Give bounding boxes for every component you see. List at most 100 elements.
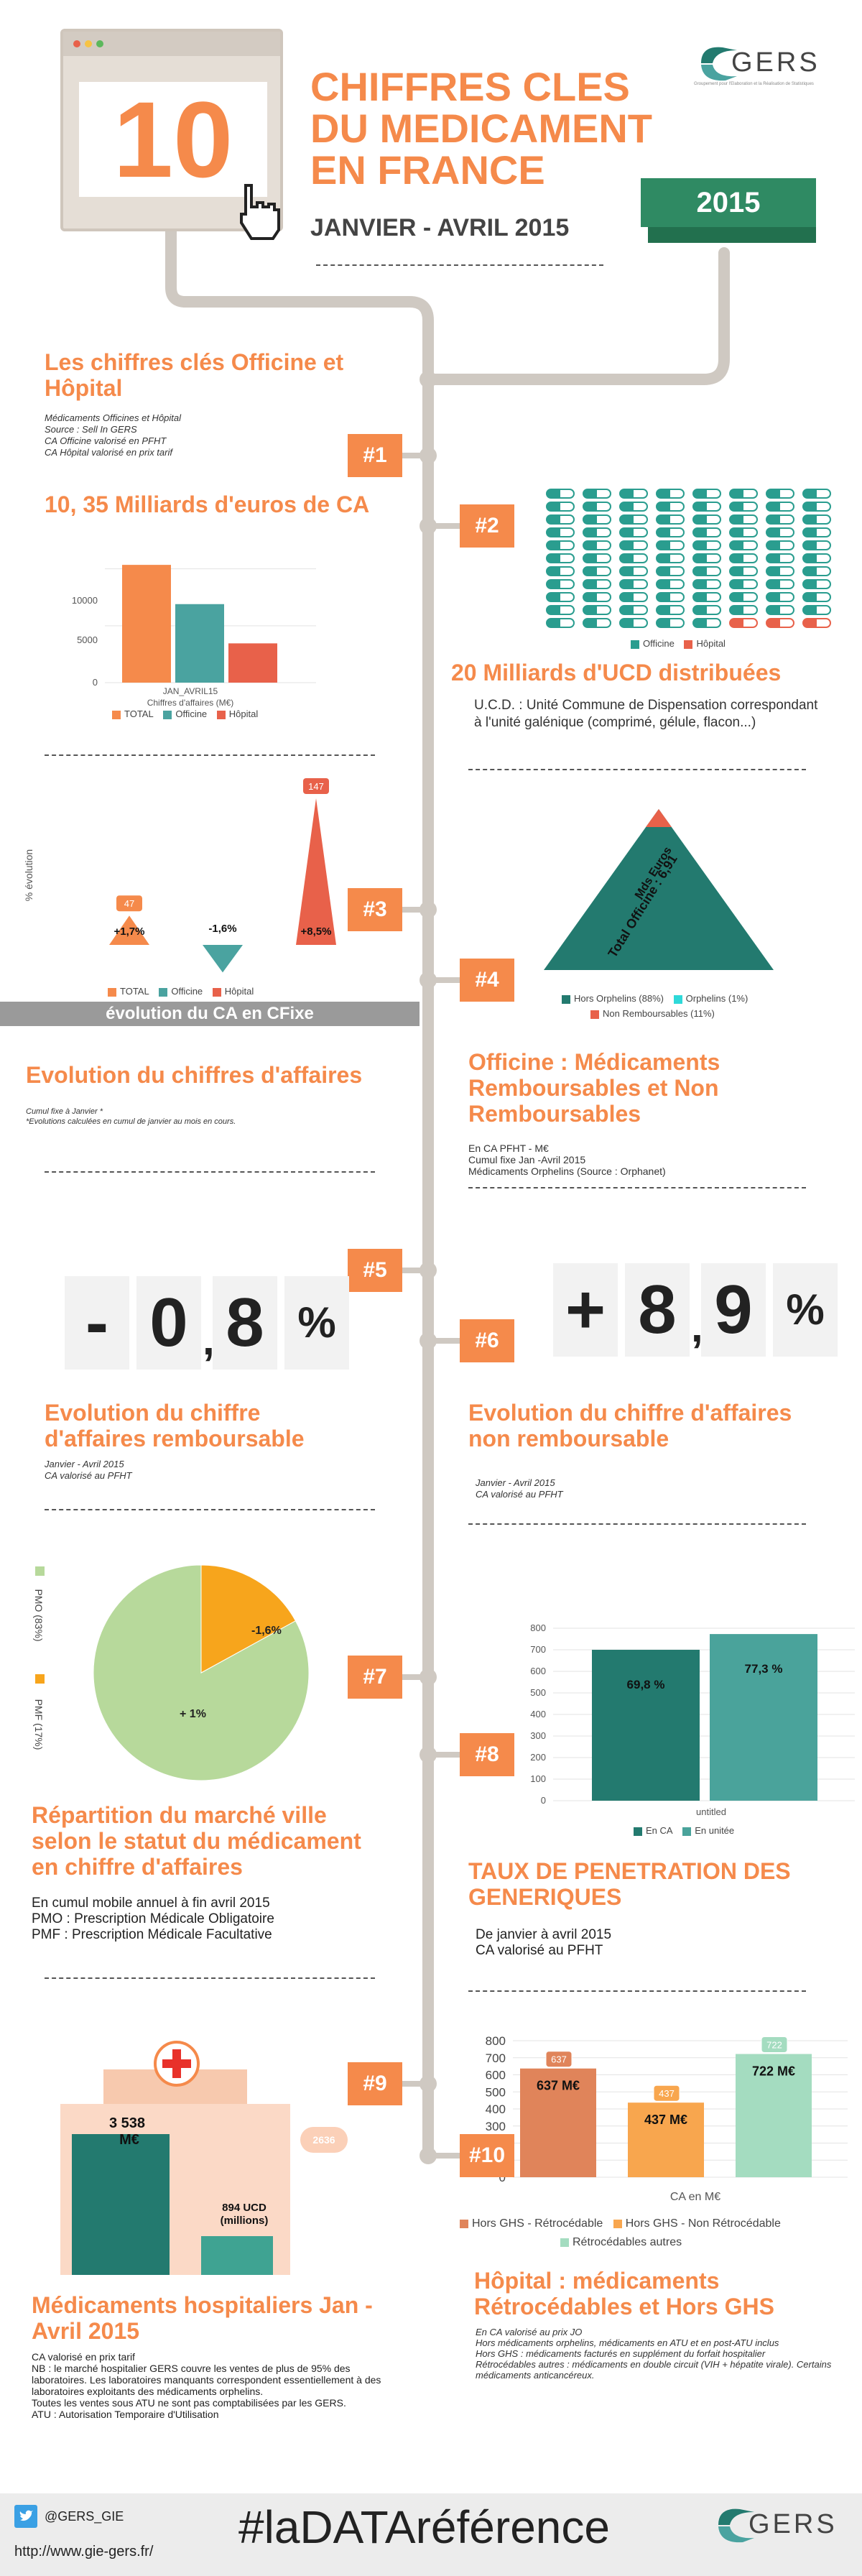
chart10-ytick: 600 <box>486 2069 506 2082</box>
section4-pyramid: Mds Euros Total Officine : 6,91 <box>544 809 774 970</box>
pie-label-pmo: + 1% <box>180 1708 206 1720</box>
chart1-bar-2 <box>228 643 277 683</box>
legend-item-en-unitee: En unitée <box>682 1825 734 1836</box>
section6-title: Evolution du chiffre d'affaires non remb… <box>468 1400 792 1451</box>
section1-headline: 10, 35 Milliards d'euros de CA <box>45 491 370 517</box>
pill-officine-icon <box>802 592 831 602</box>
chart10-ytick: 300 <box>486 2120 506 2133</box>
legend-item-officine: Officine <box>163 708 207 719</box>
pill-officine-icon <box>546 605 575 615</box>
chart10-tag-label: 437 <box>659 2088 675 2099</box>
pill-officine-icon <box>656 527 685 537</box>
chart1-ytick: 10000 <box>72 595 98 606</box>
pill-officine-icon <box>656 514 685 525</box>
section3-ylabel: % évolution <box>23 849 34 902</box>
section2-headline: 20 Milliards d'UCD distribuées <box>451 660 782 685</box>
pill-officine-icon <box>546 592 575 602</box>
pill-officine-icon <box>692 605 721 615</box>
chart8-ytick: 700 <box>530 1644 546 1655</box>
pill-officine-icon <box>692 540 721 550</box>
chart1-bar-1 <box>175 604 224 683</box>
chart10-xlabel: CA en M€ <box>670 2191 720 2203</box>
pill-officine-icon <box>583 579 611 589</box>
pill-officine-icon <box>546 566 575 576</box>
section3-notes: Cumul fixe à Janvier * *Evolutions calcu… <box>26 1107 236 1126</box>
chart10-legend: Hors GHS - Rétrocédable Hors GHS - Non R… <box>460 2217 848 2249</box>
pill-officine-icon <box>729 540 758 550</box>
section4-legend: Hors Orphelins (88%) Orphelins (1%) Non … <box>562 993 792 1019</box>
section1-notes: Médicaments Officines et Hôpital Source … <box>45 412 182 458</box>
header-title-line2: DU MEDICAMENT <box>310 106 652 151</box>
pill-officine-icon <box>766 566 794 576</box>
legend-sw-pmf <box>35 1674 45 1684</box>
pill-officine-icon <box>802 527 831 537</box>
pill-officine-icon <box>583 540 611 550</box>
divider <box>45 1171 375 1173</box>
header-big-number: 10 <box>113 79 233 200</box>
badge-2: #2 <box>460 504 514 548</box>
section6-comma: , <box>691 1303 703 1351</box>
footer-bar <box>0 2493 862 2576</box>
header-title-line1: CHIFFRES CLES <box>310 64 630 109</box>
section3-title: Evolution du chiffres d'affaires <box>26 1062 363 1088</box>
badge-8: #8 <box>460 1733 514 1776</box>
pill-officine-icon <box>729 605 758 615</box>
gers-logo-tagline: Groupement pour l'Elaboration et la Réal… <box>694 82 814 86</box>
pill-officine-icon <box>729 489 758 499</box>
twitter-link[interactable]: @GERS_GIE <box>14 2505 124 2528</box>
chart1-category: JAN_AVRIL15 <box>163 686 218 696</box>
legend-item-non-remboursables: Non Remboursables (11%) <box>590 1008 715 1019</box>
pill-officine-icon <box>583 566 611 576</box>
chart8-value-label: 69,8 % <box>627 1678 665 1691</box>
badge-3: #3 <box>348 888 402 931</box>
website-link[interactable]: http://www.gie-gers.fr/ <box>14 2544 154 2559</box>
chart10-ytick: 0 <box>499 2171 506 2184</box>
pill-officine-icon <box>656 540 685 550</box>
header-title-line3: EN FRANCE <box>310 147 545 193</box>
section9-notes: CA valorisé en prix tarif NB : le marché… <box>32 2351 381 2420</box>
pill-officine-icon <box>802 579 831 589</box>
cursor-hand-icon <box>240 184 280 240</box>
pill-officine-icon <box>802 566 831 576</box>
pill-hopital-icon <box>802 618 831 628</box>
section5-comma: , <box>203 1316 215 1364</box>
pill-grid <box>546 489 840 632</box>
chart8-ytick: 100 <box>530 1773 546 1784</box>
hospital-cross-icon <box>154 2041 200 2087</box>
pill-officine-icon <box>546 579 575 589</box>
chart3-tag <box>303 778 329 794</box>
chart3-cone-2 <box>296 798 336 945</box>
section4-notes: En CA PFHT - M€ Cumul fixe Jan -Avril 20… <box>468 1142 666 1177</box>
pill-officine-icon <box>802 489 831 499</box>
pill-officine-icon <box>692 618 721 628</box>
pyramid-non-remboursables <box>646 809 672 827</box>
chart10-ytick: 800 <box>486 2034 506 2048</box>
pill-officine-icon <box>619 592 648 602</box>
hospital-bar-ca <box>72 2134 170 2275</box>
pill-officine-icon <box>546 514 575 525</box>
chart10-value-label: 722 M€ <box>752 2064 795 2079</box>
chart10-value-label: 437 M€ <box>644 2113 687 2127</box>
twitter-icon <box>14 2505 37 2528</box>
divider <box>45 1977 375 1979</box>
section2-legend: Officine Hôpital <box>631 638 733 649</box>
chart10-ytick: 700 <box>486 2051 506 2065</box>
pill-officine-icon <box>766 592 794 602</box>
pill-officine-icon <box>546 540 575 550</box>
section1-title: Les chiffres clés Officine et Hôpital <box>45 349 344 401</box>
legend-item-officine: Officine <box>159 986 203 997</box>
chart7-pie: + 1% -1,6% <box>93 1564 310 1781</box>
chart1-bar-0 <box>122 565 171 683</box>
header-title: CHIFFRES CLES DU MEDICAMENT EN FRANCE <box>310 66 713 191</box>
pill-officine-icon <box>729 592 758 602</box>
legend-item-en-ca: En CA <box>634 1825 673 1836</box>
pill-hopital-icon <box>729 618 758 628</box>
pill-officine-icon <box>656 592 685 602</box>
section9-title: Médicaments hospitaliers Jan - Avril 201… <box>32 2292 373 2344</box>
pill-officine-icon <box>619 553 648 563</box>
pill-officine-icon <box>583 489 611 499</box>
divider <box>45 754 375 756</box>
divider <box>468 1187 806 1188</box>
badge-1: #1 <box>348 434 402 477</box>
year-badge-text: 2015 <box>696 187 761 218</box>
